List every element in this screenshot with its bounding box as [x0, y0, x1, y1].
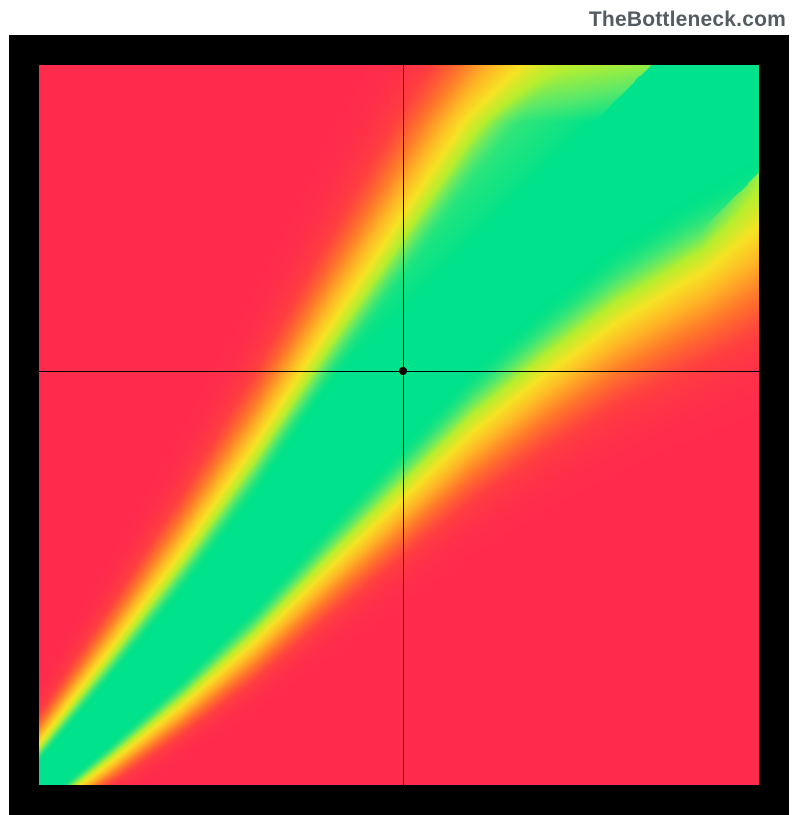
- crosshair-vertical: [403, 65, 404, 785]
- heatmap-canvas: [39, 65, 759, 785]
- chart-container: TheBottleneck.com: [0, 0, 800, 800]
- watermark: TheBottleneck.com: [589, 8, 786, 32]
- marker-dot: [399, 367, 407, 375]
- plot-frame: [9, 35, 789, 815]
